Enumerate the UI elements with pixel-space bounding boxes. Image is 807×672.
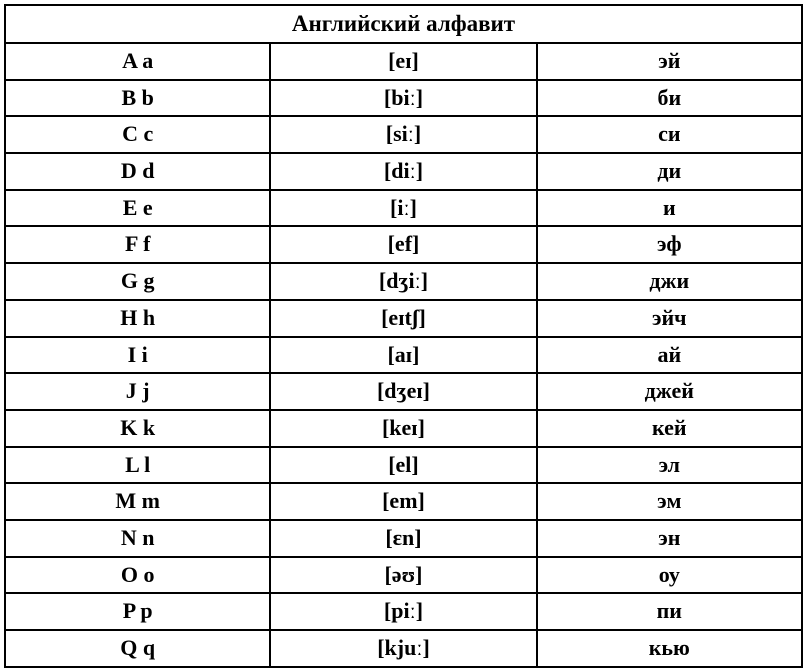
cell-cyrillic: кью bbox=[537, 630, 802, 667]
cell-ipa: [əʊ] bbox=[270, 557, 536, 594]
cell-letter: N n bbox=[5, 520, 270, 557]
cell-letter: O o bbox=[5, 557, 270, 594]
cell-letter: C c bbox=[5, 116, 270, 153]
cell-ipa: [eɪ] bbox=[270, 43, 536, 80]
cell-letter: L l bbox=[5, 447, 270, 484]
table-row: E e[iː]и bbox=[5, 190, 802, 227]
table-row: D d[diː]ди bbox=[5, 153, 802, 190]
cell-cyrillic: би bbox=[537, 80, 802, 117]
cell-ipa: [kjuː] bbox=[270, 630, 536, 667]
cell-cyrillic: си bbox=[537, 116, 802, 153]
cell-ipa: [diː] bbox=[270, 153, 536, 190]
cell-ipa: [dʒiː] bbox=[270, 263, 536, 300]
cell-letter: K k bbox=[5, 410, 270, 447]
table-row: L l[el]эл bbox=[5, 447, 802, 484]
table-row: I i[aɪ]ай bbox=[5, 337, 802, 374]
cell-cyrillic: джей bbox=[537, 373, 802, 410]
table-row: F f[ef]эф bbox=[5, 226, 802, 263]
cell-cyrillic: оу bbox=[537, 557, 802, 594]
table-row: O o[əʊ]оу bbox=[5, 557, 802, 594]
cell-letter: Q q bbox=[5, 630, 270, 667]
table-header-row: Английский алфавит bbox=[5, 5, 802, 43]
table-row: Q q[kjuː]кью bbox=[5, 630, 802, 667]
cell-cyrillic: ди bbox=[537, 153, 802, 190]
alphabet-table: Английский алфавит A a[eɪ]эйB b[biː]биC … bbox=[4, 4, 803, 668]
cell-ipa: [eɪtʃ] bbox=[270, 300, 536, 337]
cell-letter: J j bbox=[5, 373, 270, 410]
cell-letter: I i bbox=[5, 337, 270, 374]
cell-letter: H h bbox=[5, 300, 270, 337]
cell-cyrillic: эй bbox=[537, 43, 802, 80]
cell-cyrillic: эф bbox=[537, 226, 802, 263]
cell-ipa: [dʒeɪ] bbox=[270, 373, 536, 410]
cell-cyrillic: эн bbox=[537, 520, 802, 557]
table-row: N n[ɛn]эн bbox=[5, 520, 802, 557]
cell-cyrillic: эйч bbox=[537, 300, 802, 337]
cell-letter: B b bbox=[5, 80, 270, 117]
table-title: Английский алфавит bbox=[5, 5, 802, 43]
cell-letter: F f bbox=[5, 226, 270, 263]
cell-ipa: [em] bbox=[270, 483, 536, 520]
cell-ipa: [siː] bbox=[270, 116, 536, 153]
cell-ipa: [keɪ] bbox=[270, 410, 536, 447]
table-row: H h[eɪtʃ]эйч bbox=[5, 300, 802, 337]
cell-letter: M m bbox=[5, 483, 270, 520]
cell-letter: D d bbox=[5, 153, 270, 190]
table-row: B b[biː]би bbox=[5, 80, 802, 117]
cell-cyrillic: джи bbox=[537, 263, 802, 300]
cell-ipa: [biː] bbox=[270, 80, 536, 117]
cell-ipa: [ɛn] bbox=[270, 520, 536, 557]
cell-cyrillic: и bbox=[537, 190, 802, 227]
cell-ipa: [ef] bbox=[270, 226, 536, 263]
table-row: A a[eɪ]эй bbox=[5, 43, 802, 80]
cell-cyrillic: кей bbox=[537, 410, 802, 447]
cell-letter: A a bbox=[5, 43, 270, 80]
cell-ipa: [aɪ] bbox=[270, 337, 536, 374]
table-row: C c[siː]си bbox=[5, 116, 802, 153]
cell-letter: G g bbox=[5, 263, 270, 300]
cell-ipa: [el] bbox=[270, 447, 536, 484]
table-row: G g[dʒiː]джи bbox=[5, 263, 802, 300]
cell-cyrillic: эл bbox=[537, 447, 802, 484]
cell-cyrillic: эм bbox=[537, 483, 802, 520]
table-body: A a[eɪ]эйB b[biː]биC c[siː]сиD d[diː]диE… bbox=[5, 43, 802, 667]
cell-cyrillic: ай bbox=[537, 337, 802, 374]
table-row: J j[dʒeɪ]джей bbox=[5, 373, 802, 410]
cell-letter: E e bbox=[5, 190, 270, 227]
cell-ipa: [iː] bbox=[270, 190, 536, 227]
table-row: M m[em]эм bbox=[5, 483, 802, 520]
table-row: K k[keɪ]кей bbox=[5, 410, 802, 447]
